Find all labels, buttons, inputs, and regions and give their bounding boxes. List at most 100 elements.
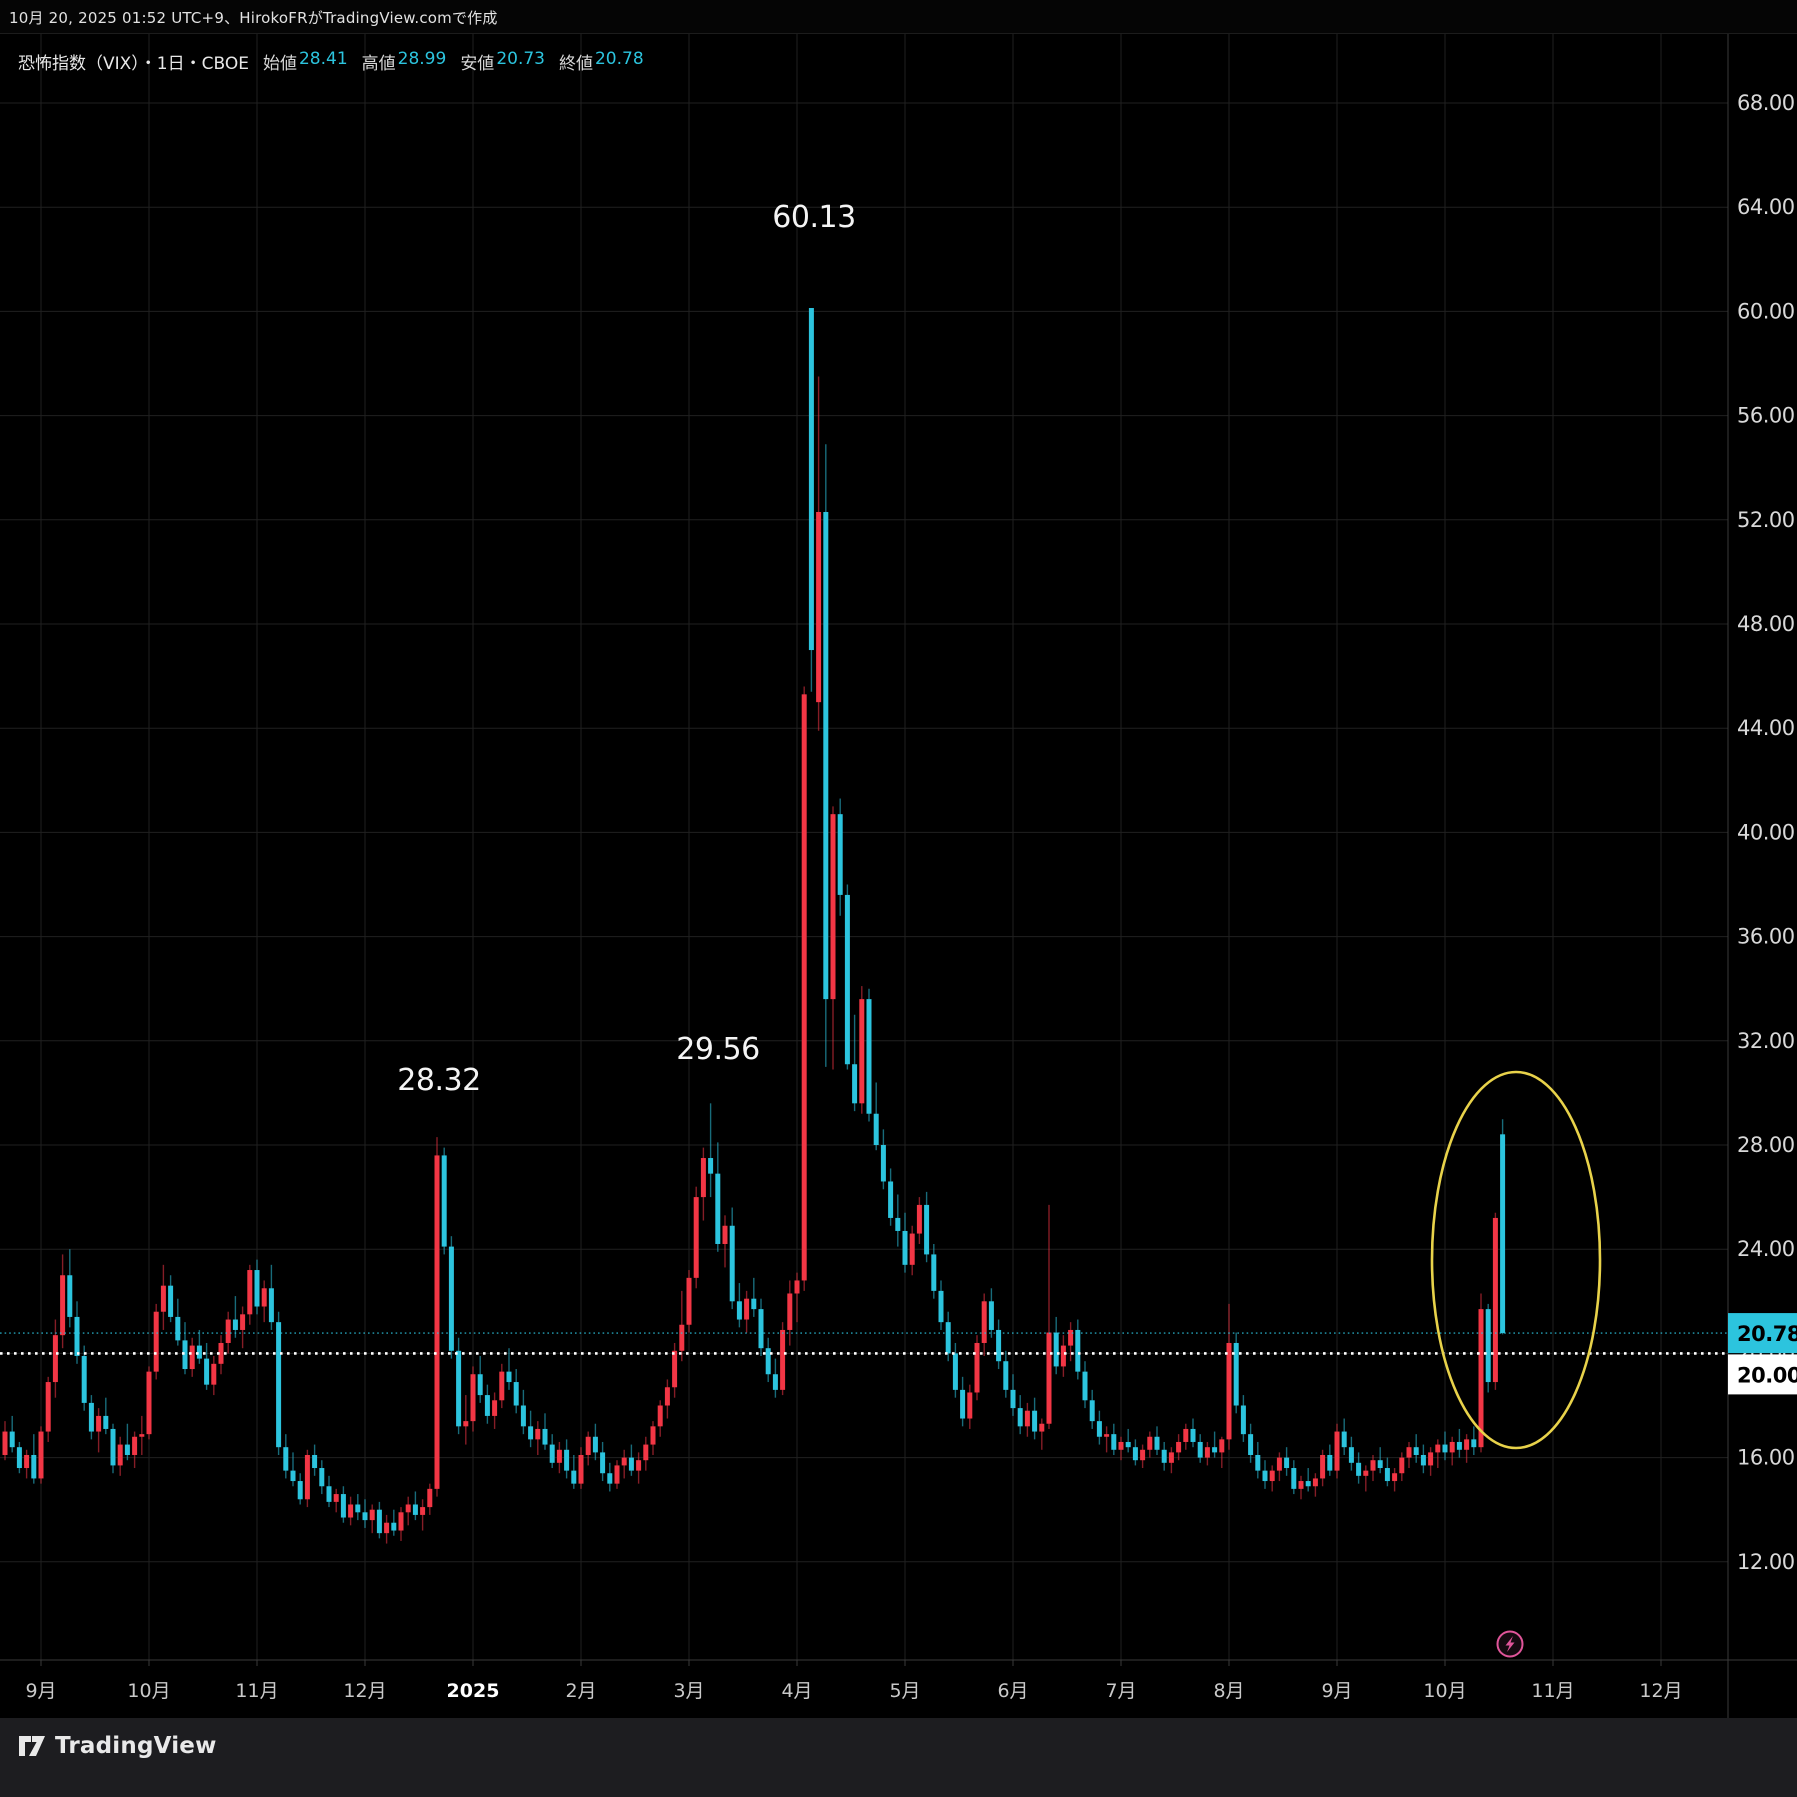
candlestick[interactable] [211, 1363, 217, 1385]
symbol-title[interactable]: 恐怖指数（VIX）・1日・CBOE [18, 54, 249, 74]
candlestick[interactable] [1442, 1444, 1448, 1453]
candlestick[interactable] [628, 1457, 634, 1471]
candlestick[interactable] [672, 1350, 678, 1388]
candlestick[interactable] [931, 1254, 937, 1291]
candlestick[interactable] [362, 1512, 368, 1521]
candlestick[interactable] [1298, 1481, 1304, 1489]
candlestick[interactable] [196, 1345, 202, 1359]
candlestick[interactable] [153, 1311, 159, 1372]
candlestick[interactable] [1017, 1408, 1023, 1427]
candlestick[interactable] [45, 1382, 51, 1432]
candlestick[interactable] [715, 1173, 721, 1244]
candlestick[interactable] [823, 511, 829, 1000]
candlestick[interactable] [1305, 1481, 1311, 1487]
candlestick[interactable] [873, 1113, 879, 1145]
candlestick[interactable] [348, 1504, 354, 1518]
candlestick[interactable] [369, 1509, 375, 1521]
annotation-label[interactable]: 60.13 [772, 200, 856, 235]
candlestick[interactable] [794, 1280, 800, 1294]
candlestick[interactable] [1471, 1439, 1477, 1448]
candlestick[interactable] [1212, 1447, 1218, 1453]
candlestick[interactable] [1219, 1439, 1225, 1453]
candlestick[interactable] [1204, 1447, 1210, 1458]
candlestick[interactable] [52, 1335, 58, 1383]
candlestick[interactable] [1003, 1361, 1009, 1390]
candlestick[interactable] [1248, 1434, 1254, 1455]
candlestick[interactable] [780, 1329, 786, 1390]
candlestick[interactable] [492, 1400, 498, 1416]
candlestick[interactable] [1420, 1454, 1426, 1466]
candlestick[interactable] [412, 1504, 418, 1515]
candlestick[interactable] [218, 1342, 224, 1364]
candlestick[interactable] [1377, 1460, 1383, 1469]
candlestick[interactable] [981, 1301, 987, 1343]
candlestick[interactable] [304, 1454, 310, 1500]
candlestick[interactable] [1435, 1444, 1441, 1453]
candlestick[interactable] [1262, 1470, 1268, 1482]
candlestick[interactable] [880, 1145, 886, 1182]
candlestick[interactable] [772, 1374, 778, 1390]
candlestick[interactable] [1161, 1449, 1167, 1463]
candlestick[interactable] [938, 1290, 944, 1323]
candlestick[interactable] [816, 511, 822, 703]
candlestick[interactable] [1024, 1410, 1030, 1427]
candlestick[interactable] [686, 1277, 692, 1325]
candlestick[interactable] [110, 1428, 116, 1466]
candlestick[interactable] [1176, 1441, 1182, 1453]
candlestick[interactable] [391, 1522, 397, 1531]
candlestick[interactable] [204, 1358, 210, 1385]
candlestick[interactable] [24, 1454, 30, 1469]
candlestick[interactable] [916, 1204, 922, 1234]
candlestick[interactable] [909, 1233, 915, 1265]
candlestick[interactable] [1010, 1389, 1016, 1409]
candlestick[interactable] [506, 1371, 512, 1383]
candlestick[interactable] [859, 999, 865, 1104]
candlestick[interactable] [1492, 1217, 1498, 1383]
candlestick[interactable] [384, 1522, 390, 1534]
candlestick[interactable] [340, 1494, 346, 1518]
candlestick[interactable] [765, 1348, 771, 1375]
candlestick[interactable] [1356, 1462, 1362, 1476]
candlestick[interactable] [232, 1319, 238, 1330]
candlestick[interactable] [1183, 1428, 1189, 1442]
candlestick[interactable] [448, 1246, 454, 1351]
candlestick[interactable] [1233, 1342, 1239, 1406]
candlestick[interactable] [247, 1270, 253, 1315]
candlestick[interactable] [1197, 1441, 1203, 1458]
candlestick[interactable] [996, 1329, 1002, 1362]
candlestick[interactable] [564, 1449, 570, 1471]
candlestick[interactable] [585, 1436, 591, 1455]
candlestick[interactable] [787, 1293, 793, 1330]
candlestick[interactable] [1032, 1410, 1038, 1432]
candlestick[interactable] [945, 1322, 951, 1354]
candlestick[interactable] [1341, 1431, 1347, 1448]
candlestick[interactable] [650, 1426, 656, 1445]
candlestick[interactable] [333, 1494, 339, 1502]
candlestick[interactable] [974, 1342, 980, 1393]
candlestick[interactable] [1132, 1447, 1138, 1461]
candlestick[interactable] [614, 1465, 620, 1484]
candlestick[interactable] [621, 1457, 627, 1466]
candlestick[interactable] [967, 1392, 973, 1419]
candlestick[interactable] [1312, 1478, 1318, 1487]
candlestick[interactable] [1363, 1470, 1369, 1476]
candlestick[interactable] [283, 1447, 289, 1471]
candlestick[interactable] [1456, 1441, 1462, 1450]
candlestick[interactable] [513, 1382, 519, 1406]
candlestick[interactable] [664, 1387, 670, 1406]
candlestick[interactable] [405, 1504, 411, 1513]
candlestick[interactable] [866, 999, 872, 1114]
candlestick[interactable] [312, 1454, 318, 1469]
candlestick[interactable] [182, 1340, 188, 1370]
candlestick[interactable] [528, 1426, 534, 1440]
candlestick[interactable] [960, 1389, 966, 1419]
candlestick[interactable] [1291, 1468, 1297, 1489]
candlestick[interactable] [722, 1225, 728, 1244]
candlestick[interactable] [1140, 1449, 1146, 1461]
candlestick[interactable] [139, 1434, 145, 1437]
candlestick[interactable] [146, 1371, 152, 1435]
candlestick[interactable] [636, 1460, 642, 1471]
candlestick[interactable] [657, 1405, 663, 1427]
candlestick[interactable] [1348, 1447, 1354, 1463]
candlestick[interactable] [952, 1353, 958, 1390]
